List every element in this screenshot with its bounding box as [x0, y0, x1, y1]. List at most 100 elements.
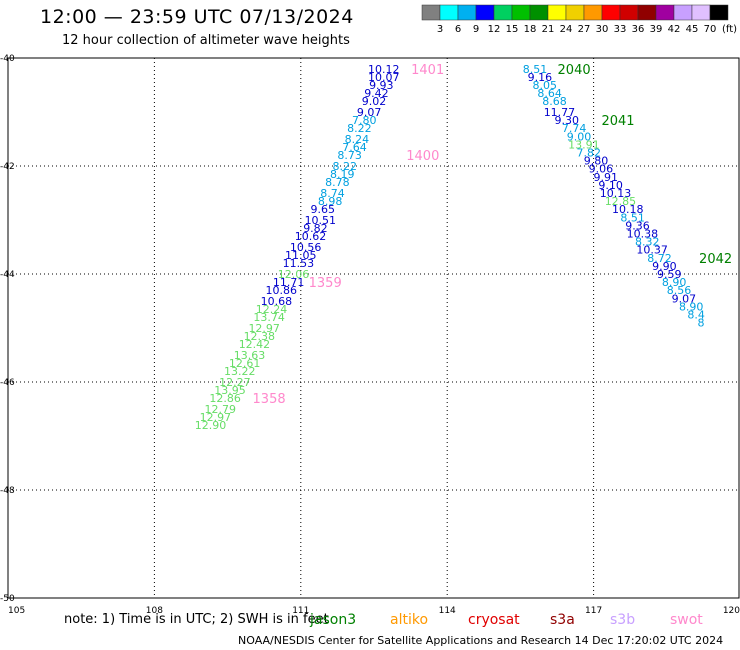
- data-label: 9.07: [357, 106, 382, 119]
- legend-entry-altiko: altiko: [390, 612, 429, 628]
- time-label: 2041: [601, 114, 634, 129]
- colorbar-label: 30: [596, 24, 609, 35]
- data-label: 8.32: [635, 236, 660, 249]
- data-label: 13.63: [234, 349, 266, 362]
- data-label: 10.86: [266, 284, 298, 297]
- plot-frame: [7, 57, 740, 599]
- page-title: 12:00 — 23:59 UTC 07/13/2024: [40, 6, 354, 28]
- data-label: 10.38: [627, 228, 659, 241]
- colorbar-label: 36: [632, 24, 645, 35]
- data-label: 9.65: [311, 203, 336, 216]
- page-subtitle: 12 hour collection of altimeter wave hei…: [62, 33, 350, 48]
- data-label: 8.51: [620, 211, 645, 224]
- colorbar-label: 12: [488, 24, 501, 35]
- data-label: 7.64: [342, 141, 367, 154]
- time-label: 2042: [699, 252, 732, 267]
- data-label: 8.22: [347, 122, 372, 135]
- data-label: 7.80: [352, 114, 377, 127]
- data-label: 11.05: [285, 249, 317, 262]
- data-label: 8.51: [523, 63, 548, 76]
- x-tick-label: 120: [723, 606, 740, 616]
- data-label: 10.68: [261, 295, 293, 308]
- data-label: 10.51: [305, 214, 337, 227]
- colorbar-label: 39: [650, 24, 663, 35]
- data-label: 8.90: [679, 300, 704, 313]
- data-label: 12.79: [205, 403, 237, 416]
- colorbar-label: 42: [668, 24, 681, 35]
- data-label: 9.10: [598, 179, 623, 192]
- time-label: 1358: [253, 392, 286, 407]
- time-label: 1359: [309, 276, 342, 291]
- data-label: 12.97: [200, 411, 232, 424]
- legend-entry-swot: swot: [670, 612, 703, 628]
- y-tick-label: -50: [0, 594, 15, 604]
- data-label: 9.36: [625, 219, 650, 232]
- data-label: 9.00: [567, 130, 592, 143]
- data-label: 9.91: [594, 171, 619, 184]
- data-label: 12.61: [229, 357, 261, 370]
- data-label: 8.64: [537, 87, 562, 100]
- data-label: 13.22: [224, 365, 256, 378]
- data-label: 8.4: [687, 309, 705, 322]
- note-text: note: 1) Time is in UTC; 2) SWH is in fe…: [64, 612, 329, 627]
- data-label: 9.80: [584, 155, 609, 168]
- colorbar-label: 15: [506, 24, 519, 35]
- data-label: 11.77: [544, 106, 576, 119]
- data-label: 12.85: [605, 195, 637, 208]
- data-label: 10.37: [636, 244, 668, 257]
- x-tick-label: 105: [8, 606, 25, 616]
- data-label: 13.95: [214, 384, 246, 397]
- data-label: 8.72: [647, 252, 672, 265]
- data-label: 8.73: [337, 149, 362, 162]
- data-label: 8.24: [345, 133, 370, 146]
- colorbar-label: 33: [614, 24, 627, 35]
- data-label: 12.24: [256, 303, 288, 316]
- data-label: 12.38: [244, 330, 276, 343]
- colorbar-label: 9: [473, 24, 479, 35]
- colorbar-swatch: [709, 4, 729, 21]
- x-tick-label: 111: [292, 606, 309, 616]
- credit-text: NOAA/NESDIS Center for Satellite Applica…: [238, 634, 724, 647]
- data-label: 13.91: [568, 138, 600, 151]
- data-label: 10.12: [368, 63, 400, 76]
- y-tick-label: -44: [0, 270, 15, 280]
- data-label: 12.06: [278, 268, 310, 281]
- data-label: 8.98: [318, 195, 343, 208]
- data-label: 9.59: [657, 268, 682, 281]
- data-label: 8.05: [533, 79, 558, 92]
- x-tick-label: 108: [146, 606, 163, 616]
- data-label: 9.90: [652, 260, 677, 273]
- data-label: 8.19: [330, 168, 355, 181]
- data-label: 10.62: [295, 230, 327, 243]
- colorbar-label: 27: [578, 24, 591, 35]
- colorbar-label: 18: [524, 24, 537, 35]
- data-label: 9.93: [369, 79, 394, 92]
- legend-entry-s3b: s3b: [610, 612, 636, 628]
- colorbar-label: 24: [560, 24, 573, 35]
- y-tick-label: -48: [0, 486, 15, 496]
- data-label: 12.97: [248, 322, 280, 335]
- data-label: 11.53: [283, 257, 315, 270]
- legend-entry-cryosat: cryosat: [468, 612, 520, 628]
- data-label: 10.07: [368, 71, 400, 84]
- data-label: 11.71: [273, 276, 305, 289]
- data-label: 9.06: [589, 163, 614, 176]
- colorbar-label: 6: [455, 24, 461, 35]
- data-label: 12.27: [219, 376, 251, 389]
- colorbar-unit: (ft): [722, 24, 737, 35]
- data-label: 9.02: [362, 95, 387, 108]
- data-label: 8.90: [662, 276, 687, 289]
- time-label: 1401: [411, 63, 444, 78]
- time-label: 2040: [558, 63, 591, 78]
- data-label: 8: [697, 317, 704, 330]
- colorbar: 3 6 9 12 15 18 21 24 27 30 33 36 39 42 45 70 (ft): [421, 4, 737, 35]
- data-label: 10.13: [600, 187, 632, 200]
- x-tick-label: 117: [585, 606, 602, 616]
- data-label: 9.16: [528, 71, 553, 84]
- colorbar-label: 3: [437, 24, 443, 35]
- data-label: 12.86: [209, 392, 241, 405]
- data-label: 7.82: [576, 147, 601, 160]
- y-tick-label: -40: [0, 54, 15, 64]
- data-label: 8.68: [542, 95, 567, 108]
- data-label: 8.78: [325, 176, 350, 189]
